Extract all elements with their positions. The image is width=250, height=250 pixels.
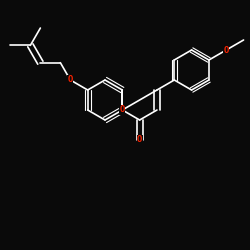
Text: O: O bbox=[224, 46, 229, 54]
Text: O: O bbox=[68, 76, 73, 84]
Text: O: O bbox=[137, 136, 142, 144]
Text: O: O bbox=[120, 106, 125, 114]
